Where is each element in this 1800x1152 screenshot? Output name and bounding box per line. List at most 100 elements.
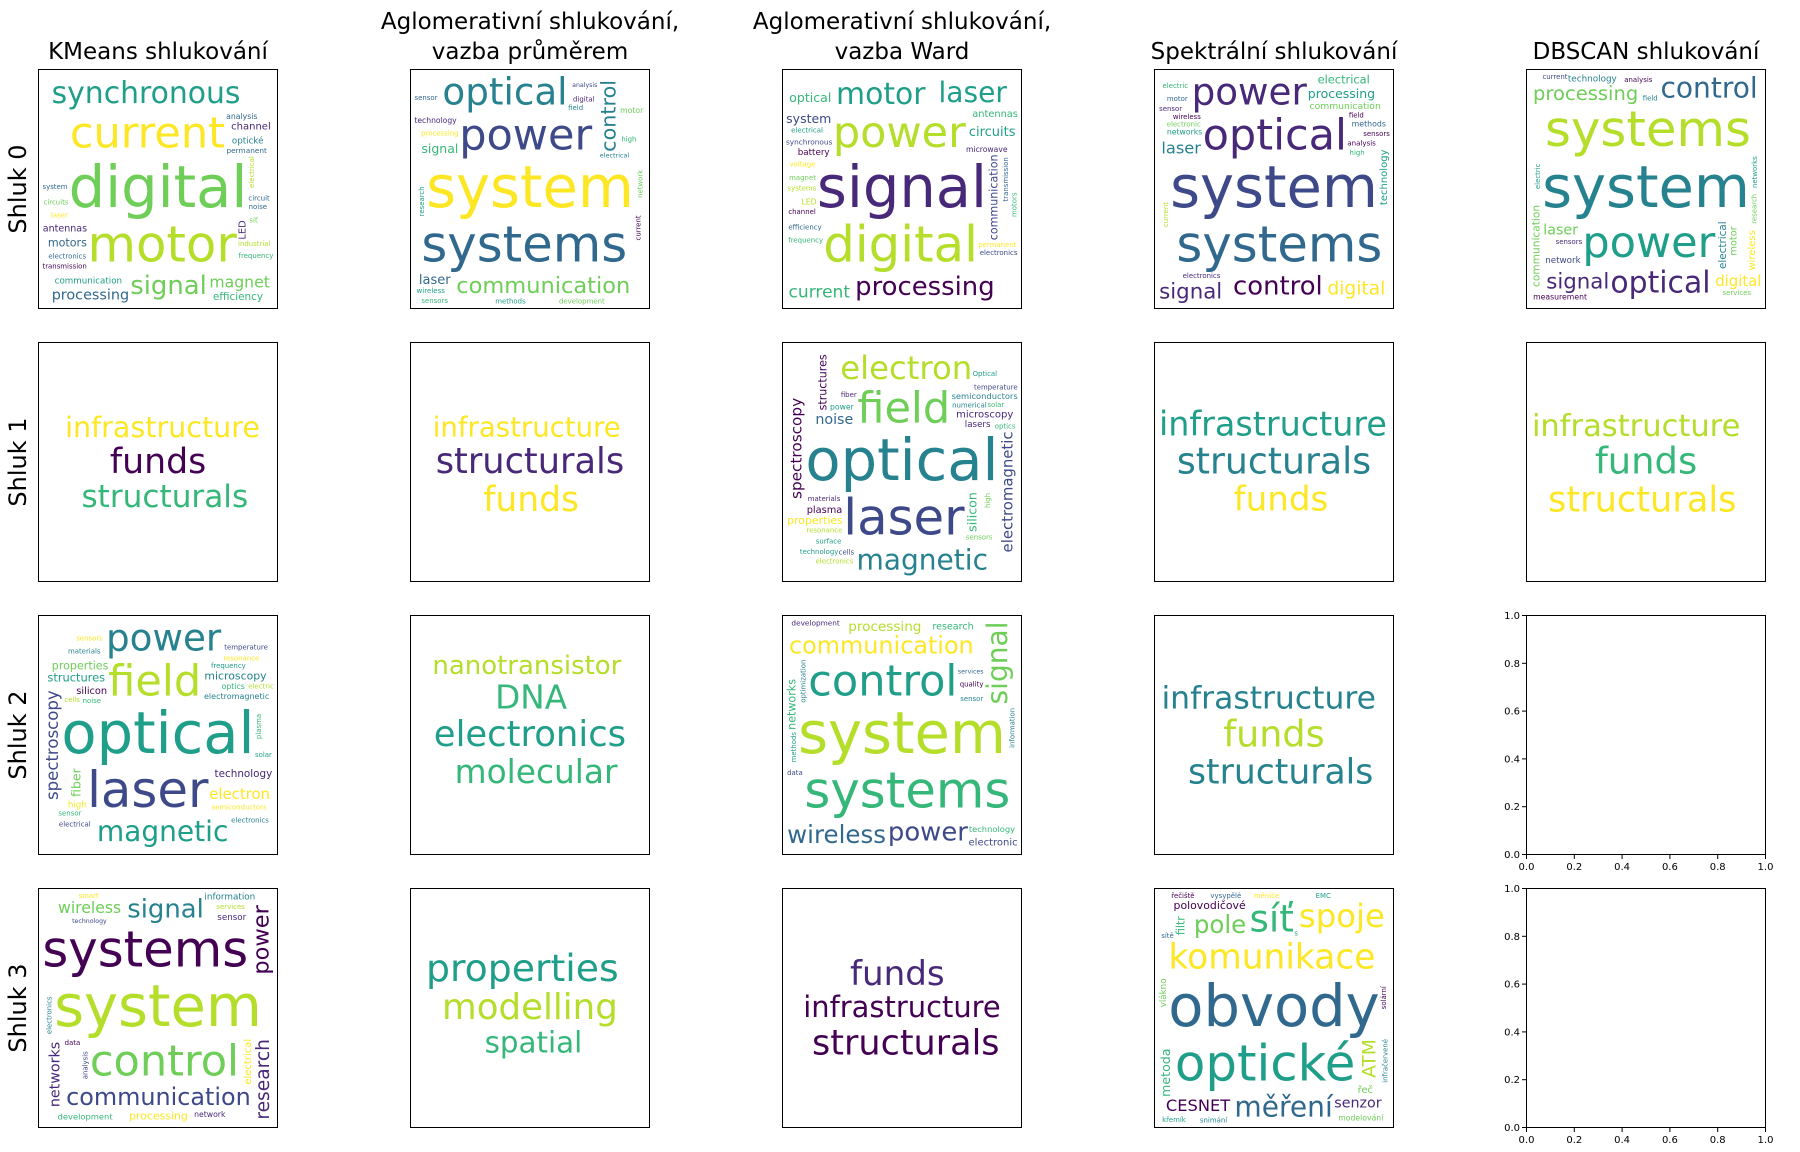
word-label: network	[1545, 256, 1581, 266]
word-label: motor	[1167, 95, 1188, 103]
word-label: spatial	[485, 1026, 583, 1060]
word-label: communication	[1529, 205, 1542, 287]
word-label: transmission	[1002, 157, 1010, 201]
x-tick-label: 0.0	[1519, 862, 1535, 873]
row-label: Shluk 0	[4, 144, 32, 234]
word-label: signal	[1159, 280, 1222, 305]
word-label: information	[204, 893, 255, 903]
word-label: sensor	[960, 695, 983, 703]
word-label: technology	[1379, 149, 1390, 205]
word-label: signal	[127, 895, 204, 925]
column-title: Aglomerativní shlukování,	[752, 9, 1052, 35]
word-label: power	[888, 818, 968, 848]
word-label: quality	[960, 681, 984, 689]
word-label: cells	[64, 696, 80, 704]
word-label: system	[1542, 154, 1750, 221]
word-label: field	[108, 657, 201, 707]
word-label: electrical	[243, 1039, 254, 1085]
word-label: electromagnetic	[204, 692, 269, 701]
word-label: signal	[981, 621, 1014, 704]
word-label: spoje	[1299, 897, 1385, 935]
word-label: optics	[222, 682, 245, 691]
word-label: numerical	[952, 401, 987, 409]
word-label: temperature	[974, 384, 1018, 392]
word-label: infračervené	[1381, 1039, 1389, 1083]
word-label: infrastructure	[1159, 405, 1387, 444]
word-label: power	[106, 616, 222, 660]
word-label: signal	[817, 154, 987, 221]
word-label: communication	[1310, 101, 1381, 112]
word-label: analysis	[81, 1051, 89, 1079]
word-label: electron	[840, 349, 972, 387]
word-label: wireless	[1173, 113, 1201, 121]
word-label: synchronous	[52, 76, 241, 111]
word-label: řečiště	[1171, 892, 1194, 900]
x-tick-label: 1.0	[1758, 1135, 1774, 1146]
word-label: network	[194, 1110, 226, 1119]
word-label: high	[984, 493, 992, 508]
word-label: power	[830, 403, 855, 412]
word-label: infrastructure	[65, 410, 260, 444]
word-label: měření	[1234, 1091, 1334, 1124]
word-label: electrical	[791, 126, 823, 134]
word-label: processing	[855, 272, 994, 302]
word-label: sensors	[966, 534, 993, 542]
word-label: pole	[1194, 910, 1246, 939]
word-label: data	[787, 769, 803, 777]
word-label: wireless	[417, 286, 446, 295]
word-label: development	[58, 1112, 114, 1122]
word-label: funds	[483, 480, 579, 520]
word-label: infrastructure	[433, 412, 621, 444]
word-label: sensors	[1363, 130, 1390, 138]
word-label: fiber	[841, 391, 857, 399]
word-label: properties	[52, 659, 109, 672]
column-title: KMeans shlukování	[48, 39, 268, 65]
x-tick-label: 0.8	[1710, 862, 1726, 873]
word-label: data	[65, 1039, 81, 1047]
word-label: power	[249, 904, 275, 974]
word-label: spectroscopy	[788, 398, 806, 499]
wordcloud-panel: optical laser field spectroscopy electron mag…	[782, 342, 1022, 582]
word-label: resonance	[223, 655, 259, 663]
word-label: electric	[1163, 82, 1189, 90]
word-label: digital	[573, 96, 595, 104]
word-label: technology	[72, 918, 107, 925]
word-label: control	[596, 80, 620, 152]
word-label: systems	[42, 920, 248, 978]
word-label: processing	[1533, 82, 1638, 105]
word-label: technology	[215, 768, 273, 780]
word-label: structurals	[1188, 753, 1373, 793]
word-label: motor	[836, 77, 926, 112]
word-label: optické	[232, 136, 264, 147]
word-label: structurals	[436, 441, 624, 482]
word-label: technology	[1568, 75, 1617, 85]
word-label: services	[216, 903, 245, 911]
word-label: electrical	[1717, 221, 1729, 269]
y-tick-label: 0.8	[1504, 932, 1520, 943]
word-label: temperature	[224, 644, 268, 652]
word-label: circuit	[248, 194, 270, 202]
word-label: cells	[839, 548, 855, 556]
word-label: electromagnetic	[998, 431, 1016, 552]
word-label: system	[426, 154, 634, 221]
word-label: semiconductors	[212, 803, 267, 811]
row-label: Shluk 1	[4, 417, 32, 507]
wordcloud-panel: obvody optické komunikace síť spoje měření pol…	[1154, 888, 1394, 1128]
y-tick-label: 0.2	[1504, 802, 1520, 813]
word-label: signal	[130, 271, 207, 301]
word-label: battery	[798, 148, 830, 158]
y-tick-label: 1.0	[1504, 884, 1520, 895]
word-label: analysis	[1624, 76, 1652, 84]
word-label: motors	[1010, 192, 1018, 217]
word-label: obvody	[1168, 973, 1379, 1040]
word-label: properties	[426, 946, 619, 990]
